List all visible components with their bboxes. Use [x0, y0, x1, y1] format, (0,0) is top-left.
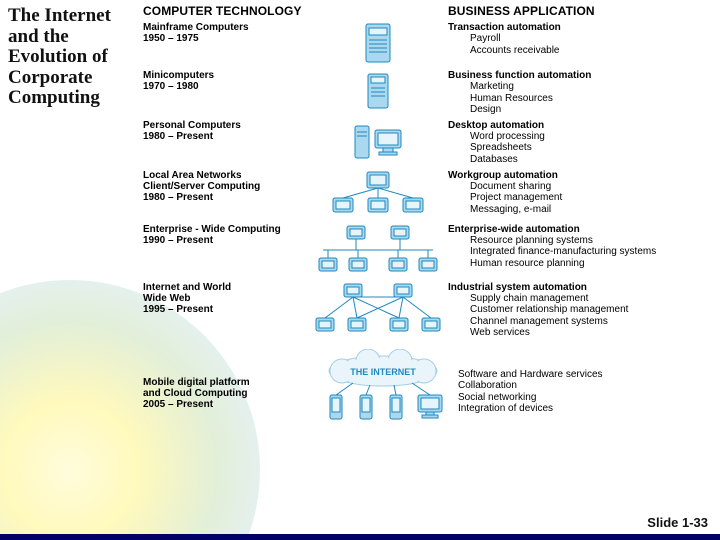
era-app-item: Human resource planning: [470, 258, 678, 270]
era-row: Mobile digital platform and Cloud Comput…: [143, 343, 703, 429]
enterprise-icon: [313, 224, 443, 278]
era-app-item: Collaboration: [458, 380, 678, 392]
era-app-item: Human Resources: [470, 93, 678, 105]
era-tech-name: Mainframe Computers: [143, 22, 308, 33]
era-app-item: Messaging, e-mail: [470, 204, 678, 216]
slide-number: Slide 1-33: [647, 515, 708, 530]
era-tech-name: Mobile digital platform and Cloud Comput…: [143, 377, 308, 399]
era-app-item: Databases: [470, 154, 678, 166]
era-app-title: Industrial system automation: [448, 282, 678, 293]
era-tech-name: Enterprise - Wide Computing: [143, 224, 308, 235]
era-row: Mainframe Computers 1950 – 1975 Transact…: [143, 22, 703, 66]
era-row: Minicomputers 1970 – 1980 Business funct…: [143, 70, 703, 116]
era-app-item: Payroll: [470, 33, 678, 45]
era-tech-period: 1970 – 1980: [143, 81, 308, 92]
era-row: Personal Computers 1980 – Present Deskt: [143, 120, 703, 166]
era-app-title: Business function automation: [448, 70, 678, 81]
mainframe-icon: [354, 22, 402, 66]
pc-icon: [343, 120, 413, 166]
era-tech-period: 1950 – 1975: [143, 33, 308, 44]
era-app-item: Supply chain management: [470, 293, 678, 305]
era-app-item: Integration of devices: [458, 403, 678, 415]
bottom-accent-bar: [0, 534, 720, 540]
tech-column-header: COMPUTER TECHNOLOGY: [143, 4, 308, 18]
minicomputer-icon: [353, 70, 403, 114]
era-app-item: Marketing: [470, 81, 678, 93]
content-area: COMPUTER TECHNOLOGY BUSINESS APPLICATION…: [143, 4, 703, 429]
era-app-item: Channel management systems: [470, 316, 678, 328]
era-app-title: Workgroup automation: [448, 170, 678, 181]
era-app-title: Transaction automation: [448, 22, 678, 33]
era-app-title: Enterprise-wide automation: [448, 224, 678, 235]
era-app-title: Desktop automation: [448, 120, 678, 131]
slide-title: The Internet and the Evolution of Corpor…: [8, 6, 118, 109]
lan-icon: [323, 170, 433, 220]
era-tech-name: Internet and World Wide Web: [143, 282, 308, 304]
era-row: Local Area Networks Client/Server Comput…: [143, 170, 703, 220]
slide-root: The Internet and the Evolution of Corpor…: [0, 0, 720, 540]
era-app-item: Spreadsheets: [470, 142, 678, 154]
era-app-item: Integrated finance-manufacturing systems: [470, 246, 678, 258]
era-app-item: Resource planning systems: [470, 235, 678, 247]
column-header-row: COMPUTER TECHNOLOGY BUSINESS APPLICATION: [143, 4, 703, 18]
era-app-item: Document sharing: [470, 181, 678, 193]
era-tech-name: Personal Computers: [143, 120, 308, 131]
era-app-item: Software and Hardware services: [458, 369, 678, 381]
app-column-header: BUSINESS APPLICATION: [448, 4, 678, 18]
era-row: Enterprise - Wide Computing 1990 – Prese…: [143, 224, 703, 278]
era-app-item: Customer relationship management: [470, 304, 678, 316]
era-app-item: Web services: [470, 327, 678, 339]
era-app-item: Design: [470, 104, 678, 116]
era-tech-period: 1990 – Present: [143, 235, 308, 246]
era-app-item: Word processing: [470, 131, 678, 143]
www-icon: [308, 282, 448, 338]
era-tech-name: Minicomputers: [143, 70, 308, 81]
cloud-icon: THE INTERNET: [308, 349, 458, 429]
era-tech-period: 1995 – Present: [143, 304, 308, 315]
era-app-item: Accounts receivable: [470, 45, 678, 57]
era-app-item: Social networking: [458, 392, 678, 404]
era-tech-name: Local Area Networks Client/Server Comput…: [143, 170, 308, 192]
era-tech-period: 2005 – Present: [143, 399, 308, 410]
cloud-label: THE INTERNET: [350, 367, 416, 377]
era-app-item: Project management: [470, 192, 678, 204]
era-row: Internet and World Wide Web 1995 – Prese…: [143, 282, 703, 339]
era-tech-period: 1980 – Present: [143, 131, 308, 142]
era-tech-period: 1980 – Present: [143, 192, 308, 203]
